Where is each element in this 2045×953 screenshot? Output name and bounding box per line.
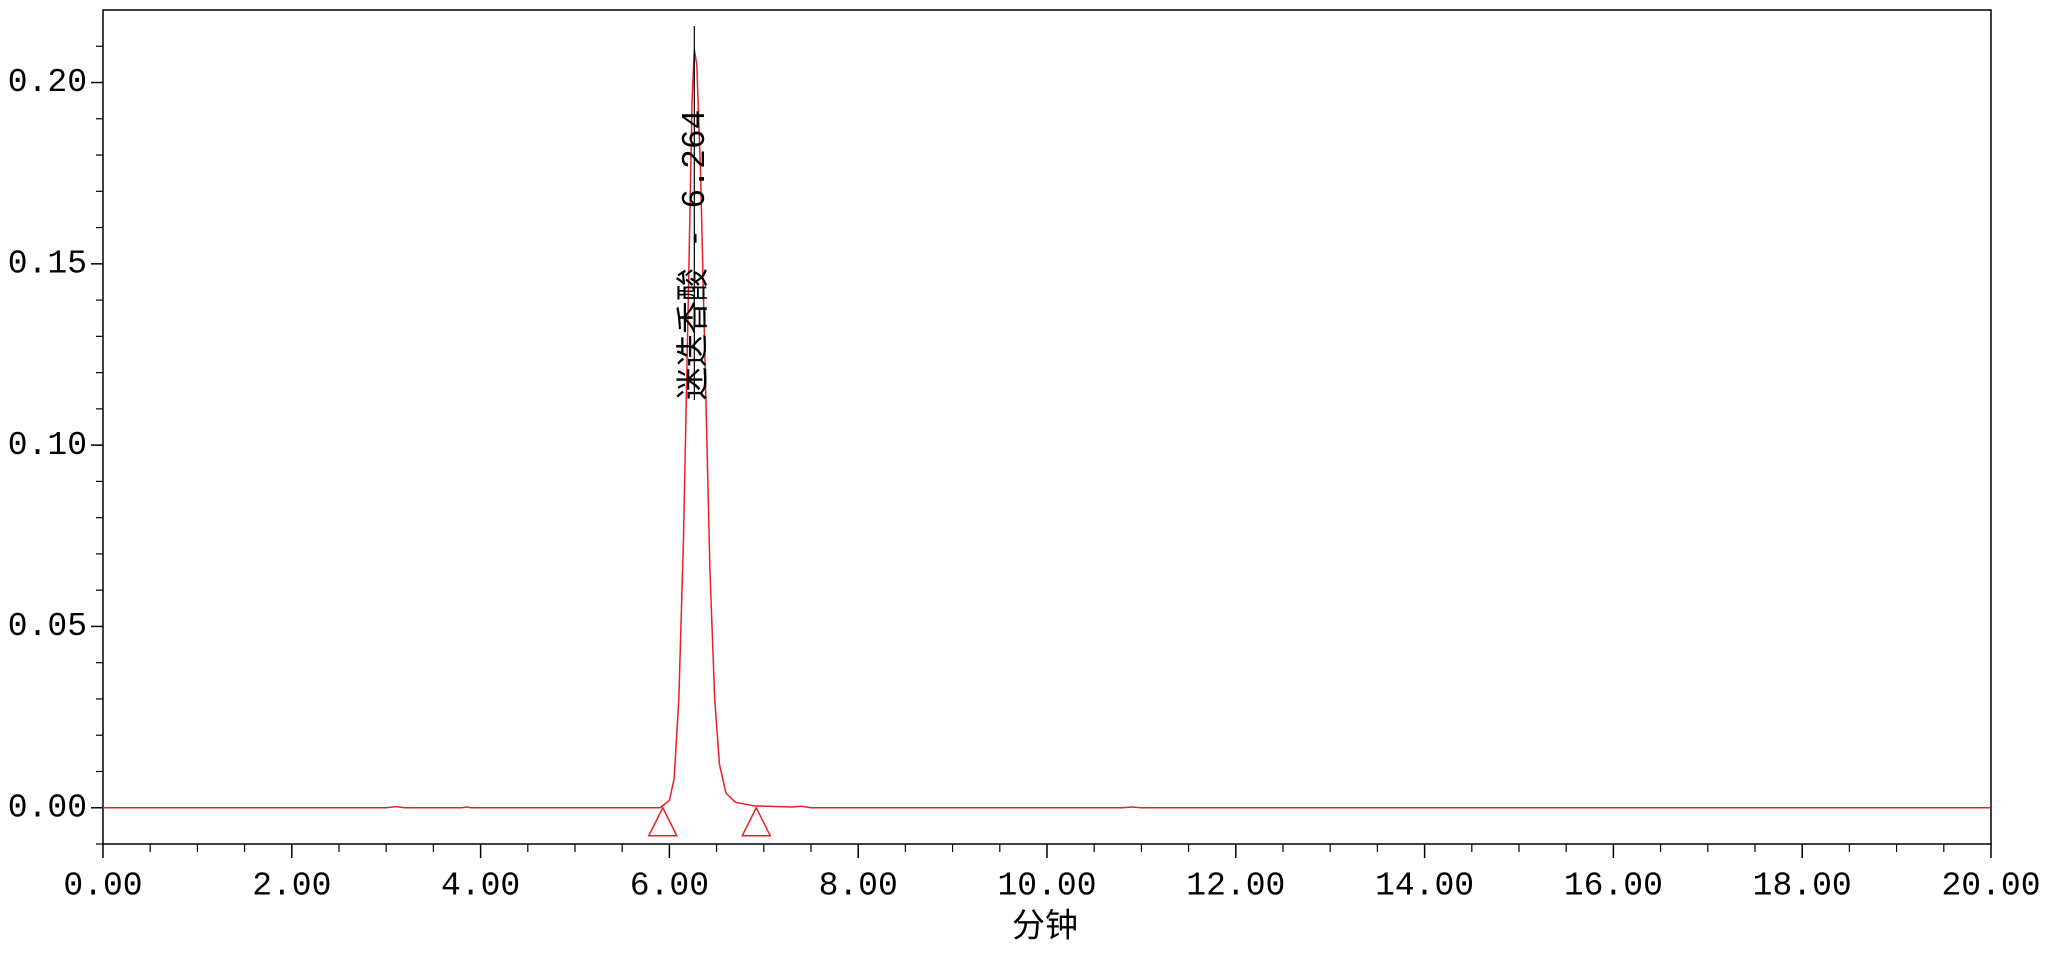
peak-bound-marker [741, 806, 772, 837]
y-tick-label: 0.10 [8, 427, 87, 464]
peak-bound-marker [647, 806, 679, 837]
y-tick-label: 0.05 [8, 608, 87, 645]
x-tick-label: 18.00 [1753, 868, 1852, 905]
x-tick-label: 6.00 [630, 868, 709, 905]
x-tick-label: 16.00 [1564, 868, 1663, 905]
x-tick-label: 2.00 [252, 868, 331, 905]
peak-label: 迷迭香酸 - 6.264 [675, 110, 714, 400]
y-tick-label: 0.15 [8, 246, 87, 283]
x-axis-label: 分钟 [1012, 908, 1078, 947]
x-tick-label: 8.00 [819, 868, 898, 905]
x-tick-label: 14.00 [1375, 868, 1474, 905]
x-tick-label: 12.00 [1186, 868, 1285, 905]
y-tick-label: 0.00 [8, 789, 87, 826]
signal-line [103, 49, 1991, 809]
x-tick-label: 10.00 [997, 868, 1096, 905]
x-tick-label: 20.00 [1941, 868, 2040, 905]
plot-frame [102, 9, 1992, 845]
y-tick-label: 0.20 [8, 64, 87, 101]
x-tick-label: 0.00 [63, 868, 142, 905]
x-tick-label: 4.00 [441, 868, 520, 905]
